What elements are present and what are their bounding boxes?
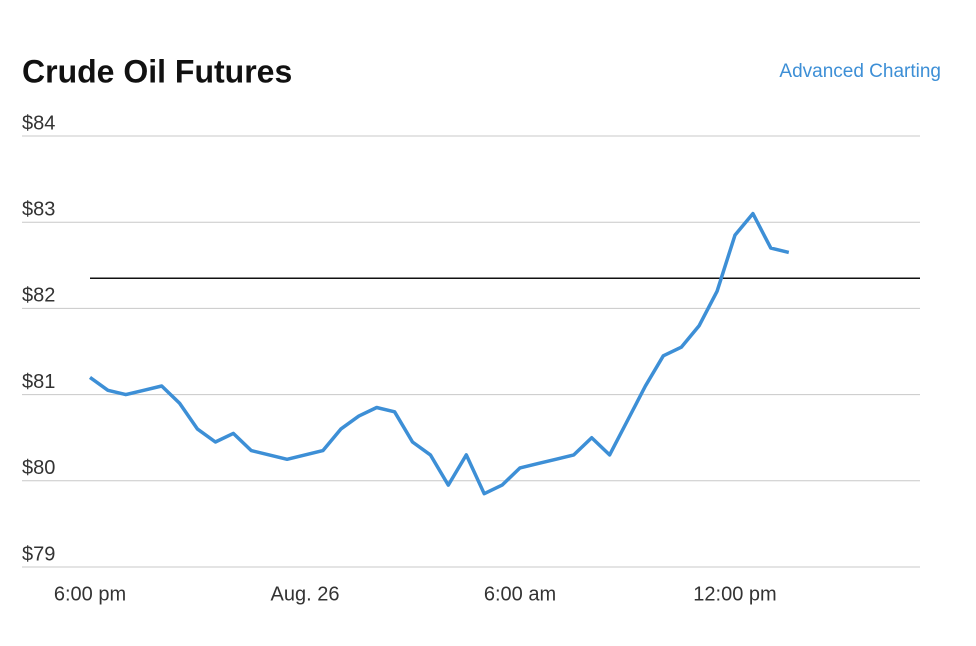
y-tick-label: $83 xyxy=(22,198,55,220)
advanced-charting-link[interactable]: Advanced Charting xyxy=(779,61,941,82)
y-tick-label: $82 xyxy=(22,285,55,307)
y-tick-label: $84 xyxy=(22,112,55,134)
y-tick-label: $79 xyxy=(22,543,55,565)
x-tick-label: Aug. 26 xyxy=(271,583,340,605)
price-line xyxy=(88,211,790,496)
chart-title: Crude Oil Futures xyxy=(22,53,292,89)
x-tick-label: 12:00 pm xyxy=(693,583,776,605)
x-tick-label: 6:00 am xyxy=(484,583,556,605)
y-tick-label: $80 xyxy=(22,457,55,479)
y-tick-label: $81 xyxy=(22,371,55,393)
x-tick-label: 6:00 pm xyxy=(54,583,126,605)
